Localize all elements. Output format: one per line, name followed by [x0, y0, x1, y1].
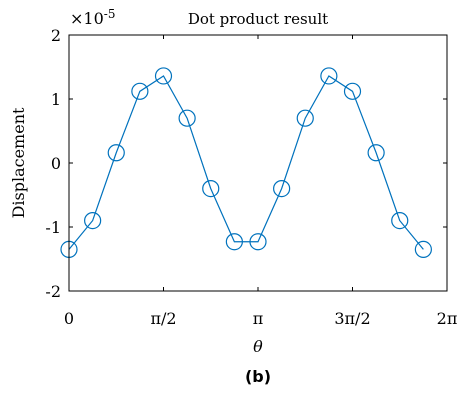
- y-tick-label: 0: [51, 154, 61, 173]
- series-line: [68, 75, 424, 250]
- y-axis-label: Displacement: [9, 107, 28, 218]
- y-exponent: ×10-5: [70, 7, 115, 28]
- series-layer: [60, 67, 432, 258]
- data-point-marker: [296, 109, 314, 127]
- x-tick-label: 2π: [437, 309, 458, 328]
- x-tick-label: π: [253, 309, 264, 328]
- data-point-marker: [202, 180, 220, 198]
- x-tick-label: 3π/2: [334, 309, 370, 328]
- x-tick-label: 0: [64, 309, 74, 328]
- y-tick-label: -1: [45, 218, 61, 237]
- data-point-marker: [391, 212, 409, 230]
- data-point-marker: [343, 82, 362, 100]
- y-exponent-base: ×10: [70, 9, 104, 28]
- x-tick-label: π/2: [150, 309, 176, 328]
- data-point-marker: [154, 67, 173, 85]
- plot-area: [69, 35, 447, 291]
- y-tick-label: 2: [51, 26, 61, 45]
- data-point-marker: [414, 240, 432, 258]
- data-point-marker: [249, 233, 267, 251]
- y-tick-label: 1: [51, 90, 61, 109]
- data-point-marker: [84, 212, 102, 230]
- y-exponent-power: -5: [104, 7, 116, 21]
- figure-caption: (b): [245, 367, 271, 386]
- y-tick-label: -2: [45, 282, 61, 301]
- data-point-marker: [273, 180, 291, 198]
- data-point-marker: [178, 109, 196, 127]
- data-point-marker: [367, 144, 385, 162]
- x-axis-label: θ: [253, 337, 263, 356]
- chart-title: Dot product result: [188, 10, 328, 28]
- data-point-marker: [107, 144, 125, 162]
- ticks-layer: 0 π/2 π 3π/2 2π -2 -1 0 1 2: [45, 26, 457, 328]
- data-point-marker: [320, 67, 338, 85]
- data-point-marker: [131, 82, 149, 100]
- data-point-marker: [225, 233, 243, 251]
